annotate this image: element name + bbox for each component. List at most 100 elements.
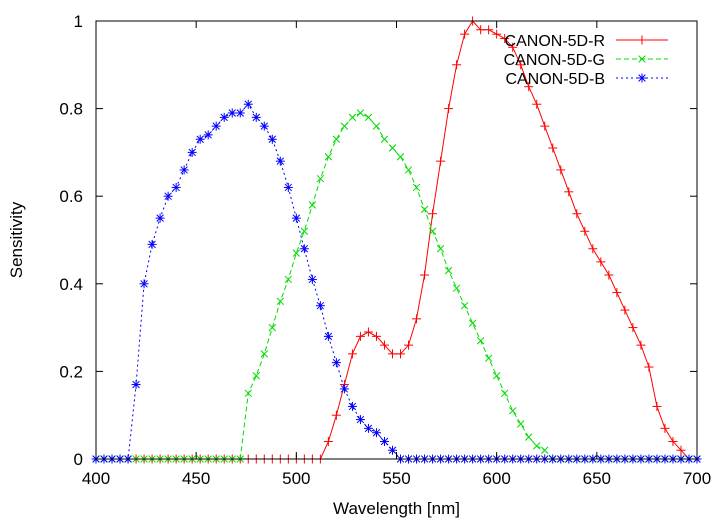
y-tick-label: 0 bbox=[74, 450, 83, 469]
data-point bbox=[331, 410, 341, 420]
data-point bbox=[652, 401, 662, 411]
data-point bbox=[259, 121, 269, 131]
series-CANON-5D-B bbox=[91, 99, 702, 464]
data-point bbox=[308, 201, 317, 209]
data-point bbox=[307, 274, 317, 284]
x-tick-label: 400 bbox=[82, 469, 110, 488]
data-point bbox=[260, 350, 269, 358]
data-point bbox=[396, 153, 405, 161]
y-tick-label: 0.2 bbox=[59, 362, 83, 381]
data-point bbox=[323, 331, 333, 341]
legend-marker bbox=[637, 73, 647, 83]
data-point bbox=[564, 187, 574, 197]
data-point bbox=[468, 319, 477, 327]
data-point bbox=[244, 389, 252, 398]
x-tick-label: 650 bbox=[583, 469, 611, 488]
legend-marker bbox=[638, 55, 646, 63]
data-point bbox=[476, 25, 486, 35]
data-point bbox=[219, 112, 229, 122]
data-point bbox=[572, 209, 582, 219]
data-point bbox=[492, 29, 502, 39]
data-point bbox=[139, 279, 149, 289]
data-point bbox=[187, 147, 197, 157]
data-point bbox=[387, 349, 397, 359]
y-tick-label: 0.8 bbox=[59, 100, 83, 119]
x-tick-label: 700 bbox=[683, 469, 711, 488]
x-tick-label: 550 bbox=[382, 469, 410, 488]
data-point bbox=[371, 331, 381, 341]
data-point bbox=[171, 182, 181, 192]
data-point bbox=[316, 174, 325, 183]
data-point bbox=[516, 420, 525, 428]
series-CANON-5D-G bbox=[92, 109, 701, 463]
data-point bbox=[484, 25, 494, 35]
data-point bbox=[155, 213, 165, 223]
data-point bbox=[356, 109, 365, 117]
data-point bbox=[284, 275, 293, 284]
data-point bbox=[300, 227, 309, 235]
data-point bbox=[227, 108, 237, 118]
y-axis-label: Sensitivity bbox=[7, 201, 26, 278]
plot-area bbox=[91, 16, 702, 464]
data-point bbox=[644, 362, 654, 372]
series-line bbox=[96, 103, 697, 460]
data-point bbox=[668, 436, 678, 446]
data-point bbox=[516, 60, 526, 70]
data-point bbox=[540, 121, 550, 131]
data-point bbox=[235, 108, 245, 118]
data-point bbox=[476, 337, 485, 345]
data-point bbox=[147, 239, 157, 249]
y-tick-label: 0.4 bbox=[59, 275, 83, 294]
data-point bbox=[195, 134, 205, 144]
data-point bbox=[452, 60, 462, 70]
data-point bbox=[340, 122, 349, 130]
legend-label: CANON-5D-G bbox=[504, 52, 605, 69]
legend-marker bbox=[637, 35, 647, 45]
axis-ticks: 400 450 500 550 600 650 700 0 0.2 0.4 0.6 0.8 1 bbox=[59, 12, 711, 488]
legend-label: CANON-5D-R bbox=[505, 33, 605, 50]
data-point bbox=[275, 156, 285, 166]
data-point bbox=[452, 284, 461, 292]
data-point bbox=[243, 99, 253, 109]
y-tick-label: 0.6 bbox=[59, 187, 83, 206]
data-point bbox=[387, 445, 397, 455]
data-point bbox=[436, 245, 445, 253]
data-point bbox=[460, 29, 470, 39]
data-point bbox=[404, 340, 414, 350]
data-point bbox=[420, 270, 430, 280]
data-point bbox=[444, 104, 454, 114]
legend-item: CANON-5D-R bbox=[505, 33, 668, 50]
data-point bbox=[660, 423, 670, 433]
x-axis-label: Wavelength [nm] bbox=[333, 499, 460, 518]
data-point bbox=[355, 415, 365, 425]
data-point bbox=[612, 288, 622, 298]
data-point bbox=[580, 226, 590, 236]
data-point bbox=[436, 156, 446, 166]
data-point bbox=[339, 384, 349, 394]
data-point bbox=[404, 166, 413, 174]
data-point bbox=[363, 327, 373, 337]
data-point bbox=[428, 227, 437, 235]
data-point bbox=[315, 301, 325, 311]
data-point bbox=[371, 428, 381, 438]
data-point bbox=[556, 165, 566, 175]
data-point bbox=[396, 349, 406, 359]
y-tick-label: 1 bbox=[74, 12, 83, 31]
data-point bbox=[331, 358, 341, 368]
data-point bbox=[380, 135, 389, 143]
data-point bbox=[628, 323, 638, 333]
legend-item: CANON-5D-B bbox=[505, 71, 668, 88]
data-point bbox=[211, 121, 221, 131]
series-line bbox=[96, 20, 697, 460]
x-tick-label: 600 bbox=[482, 469, 510, 488]
data-point bbox=[500, 34, 510, 44]
data-point bbox=[492, 372, 501, 380]
legend-label: CANON-5D-B bbox=[505, 71, 605, 88]
data-point bbox=[460, 301, 469, 310]
data-point bbox=[533, 442, 541, 450]
data-point bbox=[251, 112, 261, 122]
data-point bbox=[267, 134, 277, 144]
series-CANON-5D-R bbox=[91, 16, 702, 464]
data-point bbox=[323, 436, 333, 446]
